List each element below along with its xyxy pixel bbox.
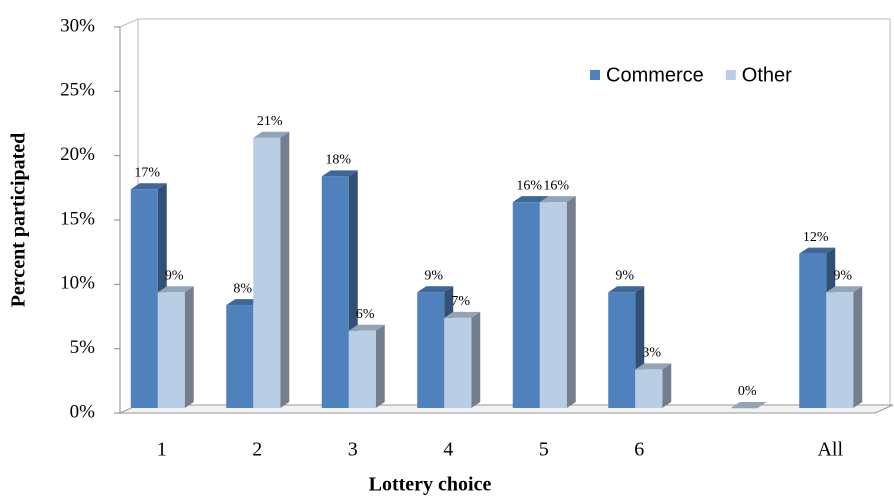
bar-side [184, 286, 194, 408]
bar-top [512, 196, 549, 203]
x-tick-label: 3 [348, 439, 358, 461]
bar-top [539, 196, 576, 203]
bar [226, 305, 254, 408]
bar [512, 202, 540, 408]
data-label: 9% [615, 268, 634, 283]
bar-top [417, 286, 454, 293]
data-label: 18% [325, 153, 351, 168]
y-tick-label: 20% [60, 144, 95, 165]
bar [608, 292, 636, 408]
data-label: 16% [543, 178, 569, 193]
data-label: 8% [233, 281, 252, 296]
y-tick-label: 25% [60, 80, 95, 101]
bar [730, 408, 758, 409]
bar-side [471, 311, 481, 408]
bar-top [157, 286, 194, 293]
x-axis-title: Lottery choice [369, 474, 492, 496]
bar [348, 330, 376, 408]
y-tick-label: 10% [60, 273, 95, 294]
data-label: 3% [642, 346, 661, 361]
x-tick-label: 2 [252, 439, 262, 461]
bar-side [853, 286, 863, 408]
y-tick-label: 5% [70, 337, 96, 358]
data-label: 12% [803, 230, 829, 245]
bar [130, 189, 158, 408]
data-label: 9% [424, 268, 443, 283]
data-label: 9% [165, 268, 184, 283]
bar-top [348, 324, 385, 331]
bar-side [375, 324, 385, 408]
legend-label: Other [742, 64, 792, 86]
bar-top [608, 286, 645, 293]
legend-swatch [590, 70, 600, 80]
bar [444, 317, 472, 408]
bar [826, 292, 854, 408]
y-axis-title: Percent participated [8, 133, 30, 308]
x-tick-label: 4 [443, 439, 453, 461]
data-label: 9% [833, 268, 852, 283]
bar [635, 369, 663, 408]
x-tick-label: 5 [539, 439, 549, 461]
bar-top [826, 286, 863, 293]
legend-label: Commerce [606, 64, 704, 86]
bar [539, 202, 567, 408]
x-tick-label: 1 [157, 439, 167, 461]
bar-top [130, 183, 167, 190]
data-label: 16% [516, 178, 542, 193]
bar-side [662, 363, 672, 408]
bar-top [444, 311, 481, 318]
bar-top [635, 363, 672, 370]
bar [157, 292, 185, 408]
bar-top [730, 402, 767, 408]
bar-side [280, 131, 290, 409]
bar-side [566, 196, 576, 408]
bar [417, 292, 445, 408]
data-label: 17% [134, 165, 160, 180]
y-tick-label: 30% [60, 15, 95, 36]
bar-top [799, 247, 836, 254]
x-tick-label: 6 [634, 439, 644, 461]
bar-top [321, 170, 358, 177]
data-label: 7% [451, 294, 470, 309]
x-tick-label: All [817, 439, 843, 461]
bar [321, 176, 349, 408]
bar-top [253, 131, 290, 138]
data-label: 21% [257, 114, 283, 129]
y-tick-label: 15% [60, 208, 95, 229]
bar [253, 137, 281, 409]
data-label: 0% [738, 384, 757, 399]
legend-swatch [725, 70, 736, 80]
bar [799, 253, 827, 408]
y-tick-label: 0% [70, 401, 96, 422]
data-label: 6% [356, 307, 375, 322]
